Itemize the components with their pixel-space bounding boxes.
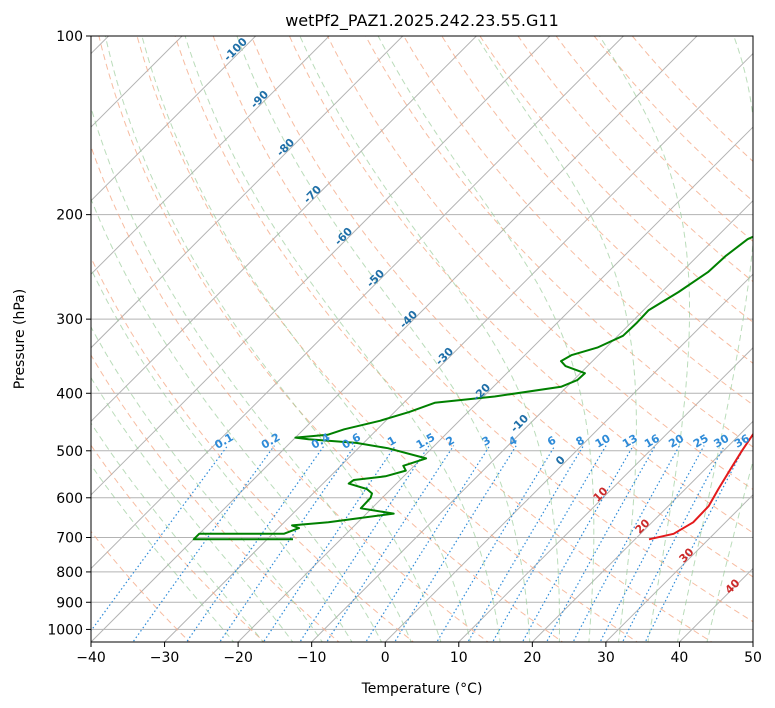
y-tick-label: 700 — [56, 531, 83, 547]
y-tick-label: 400 — [56, 386, 83, 402]
x-tick-label: −20 — [223, 650, 253, 666]
x-tick-label: −40 — [76, 650, 106, 666]
moist-adiabat-line — [91, 267, 353, 642]
background-lines — [91, 36, 753, 642]
x-tick-label: 10 — [450, 650, 468, 666]
isotherm-line — [91, 36, 183, 128]
isotherm-line — [91, 36, 478, 423]
isotherm-line — [91, 36, 698, 642]
x-tick-label: 50 — [744, 650, 762, 666]
y-tick-label: 800 — [56, 565, 83, 581]
mixing-ratio-line — [621, 445, 726, 642]
moist-adiabat-line — [377, 36, 595, 642]
y-tick-label: 200 — [56, 208, 83, 224]
plot-area — [91, 36, 753, 642]
x-axis-label: Temperature (°C) — [361, 681, 483, 697]
isotherm-line — [605, 494, 753, 642]
mixing-ratio-line — [521, 445, 634, 642]
plot-frame — [90, 35, 754, 643]
isotherm-line — [91, 36, 257, 202]
moist-adiabat-line — [599, 36, 690, 642]
mixing-ratio-line — [299, 445, 430, 642]
mixing-ratio-line — [394, 445, 517, 642]
moist-adiabat-line — [91, 197, 383, 642]
mixing-ratio-line — [492, 445, 607, 642]
dry-adiabat-line — [365, 36, 753, 448]
mixing-ratio-line — [132, 445, 275, 642]
moist-adiabat-line — [236, 36, 531, 642]
x-tick-label: 20 — [523, 650, 541, 666]
x-tick-label: 40 — [671, 650, 689, 666]
moist-adiabat-line — [91, 376, 294, 642]
mixing-ratio-line — [467, 445, 585, 642]
dry-adiabat-line — [136, 36, 639, 642]
isotherm-line — [163, 52, 753, 642]
y-tick-label: 100 — [56, 29, 83, 45]
data-series-group — [192, 235, 753, 541]
moist-adiabat-line — [91, 326, 323, 642]
dry-adiabat-line — [91, 444, 265, 642]
dry-adiabat-line — [250, 36, 753, 578]
mixing-ratio-line — [185, 445, 325, 642]
x-tick-label: 0 — [381, 650, 390, 666]
isotherm-line — [91, 36, 551, 496]
mixing-ratio-line — [219, 445, 356, 642]
y-tick-label: 600 — [56, 491, 83, 507]
moist-adiabat-line — [104, 36, 442, 642]
dry-adiabat-line — [326, 36, 753, 491]
x-axis-ticks: −40 −30 −20 −10 0 10 20 30 40 50 — [76, 642, 762, 666]
y-tick-label: 300 — [56, 312, 83, 328]
x-tick-label: −10 — [297, 650, 327, 666]
mixing-ratio-line — [325, 445, 455, 642]
temperature-profile-line — [648, 432, 753, 541]
y-tick-label: 500 — [56, 444, 83, 460]
y-tick-label: 1000 — [47, 622, 83, 638]
moist-adiabat-line — [706, 459, 753, 642]
y-axis-label: Pressure (hPa) — [12, 289, 28, 389]
dry-adiabat-line — [91, 145, 489, 642]
isotherm-line — [237, 126, 753, 642]
isotherm-line — [91, 36, 404, 349]
dry-adiabat-line — [98, 36, 564, 642]
isotherm-line — [91, 36, 625, 570]
dry-adiabat-line — [212, 36, 753, 623]
isotherm-line — [310, 199, 753, 642]
x-tick-label: 30 — [597, 650, 615, 666]
isotherm-line — [531, 420, 753, 642]
dewpoint-profile-line — [192, 235, 753, 541]
isotherm-line — [384, 273, 753, 642]
isotherm-line — [457, 347, 753, 642]
x-tick-label: −30 — [150, 650, 180, 666]
moist-adiabat-line — [676, 36, 753, 642]
moist-adiabat-line — [91, 105, 412, 642]
mixing-ratio-line — [365, 445, 491, 642]
moist-adiabat-line — [184, 36, 501, 642]
mixing-ratio-line — [262, 445, 396, 642]
mixing-ratio-line — [599, 445, 705, 642]
dry-adiabat-line — [91, 256, 415, 642]
moist-adiabat-line — [476, 36, 637, 642]
moist-adiabat-line — [299, 36, 560, 642]
chart-title: wetPf2_PAZ1.2025.242.23.55.G11 — [285, 11, 559, 31]
moist-adiabat-line — [91, 422, 264, 642]
y-tick-label: 900 — [56, 595, 83, 611]
y-axis-ticks: 100 200 300 400 500 600 700 800 900 1000 — [47, 29, 91, 638]
moist-adiabat-line — [91, 464, 235, 642]
isotherm-line — [91, 36, 330, 275]
